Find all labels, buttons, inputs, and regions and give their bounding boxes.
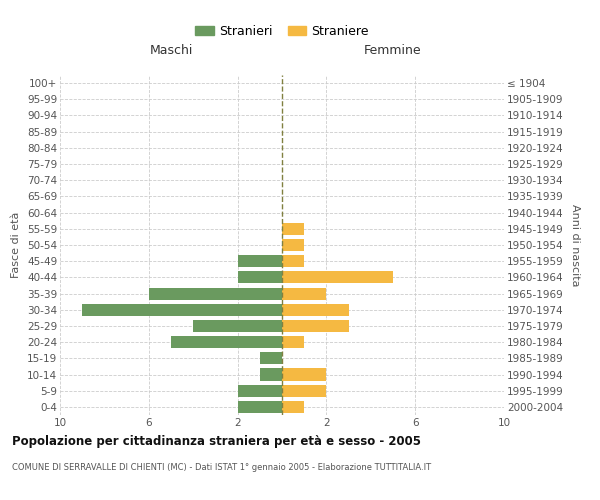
Legend: Stranieri, Straniere: Stranieri, Straniere [190, 20, 374, 43]
Bar [282, 255, 304, 268]
Bar [282, 401, 304, 413]
Bar [282, 239, 304, 251]
Bar [282, 320, 349, 332]
Bar [282, 272, 393, 283]
Text: Femmine: Femmine [364, 44, 422, 58]
Text: Popolazione per cittadinanza straniera per età e sesso - 2005: Popolazione per cittadinanza straniera p… [12, 435, 421, 448]
Bar [238, 384, 282, 397]
Bar [282, 384, 326, 397]
Bar [238, 272, 282, 283]
Text: Maschi: Maschi [149, 44, 193, 58]
Bar [193, 320, 282, 332]
Y-axis label: Anni di nascita: Anni di nascita [570, 204, 580, 286]
Y-axis label: Fasce di età: Fasce di età [11, 212, 22, 278]
Bar [260, 368, 282, 380]
Bar [149, 288, 282, 300]
Bar [282, 288, 326, 300]
Bar [282, 336, 304, 348]
Bar [282, 304, 349, 316]
Bar [238, 255, 282, 268]
Bar [282, 368, 326, 380]
Bar [282, 222, 304, 235]
Bar [260, 352, 282, 364]
Text: COMUNE DI SERRAVALLE DI CHIENTI (MC) - Dati ISTAT 1° gennaio 2005 - Elaborazione: COMUNE DI SERRAVALLE DI CHIENTI (MC) - D… [12, 462, 431, 471]
Bar [82, 304, 282, 316]
Bar [171, 336, 282, 348]
Bar [238, 401, 282, 413]
